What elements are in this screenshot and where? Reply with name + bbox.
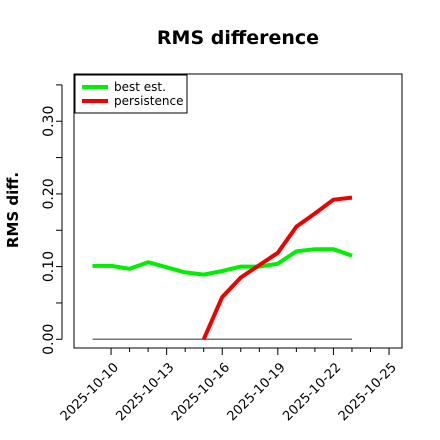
y-tick-label: 0.20 — [41, 178, 57, 209]
x-tick-label: 2025-10-25 — [336, 360, 400, 424]
y-tick-label: 0.00 — [41, 324, 57, 355]
y-tick-label: 0.10 — [41, 251, 57, 282]
x-tick-label: 2025-10-22 — [280, 360, 344, 424]
x-tick-label: 2025-10-13 — [113, 360, 177, 424]
x-axis: 2025-10-102025-10-132025-10-162025-10-19… — [58, 347, 400, 424]
y-axis-label: RMS diff. — [4, 172, 22, 248]
series-layer — [92, 195, 353, 341]
legend-label-best-est: best est. — [114, 80, 166, 94]
series-line-best-est — [92, 247, 353, 277]
legend-box — [74, 74, 188, 114]
series-line-persistence — [201, 195, 353, 341]
y-axis: 0.00 0.10 0.20 0.30 — [41, 84, 63, 355]
chart-title: RMS difference — [157, 27, 319, 49]
legend-label-persistence: persistence — [114, 94, 183, 108]
legend: best est. persistence — [74, 74, 188, 114]
x-tick-label: 2025-10-19 — [225, 360, 289, 424]
y-tick-label: 0.30 — [41, 106, 57, 137]
plot-frame — [73, 73, 403, 349]
x-tick-label: 2025-10-10 — [58, 360, 122, 424]
x-tick-label: 2025-10-16 — [169, 360, 233, 424]
